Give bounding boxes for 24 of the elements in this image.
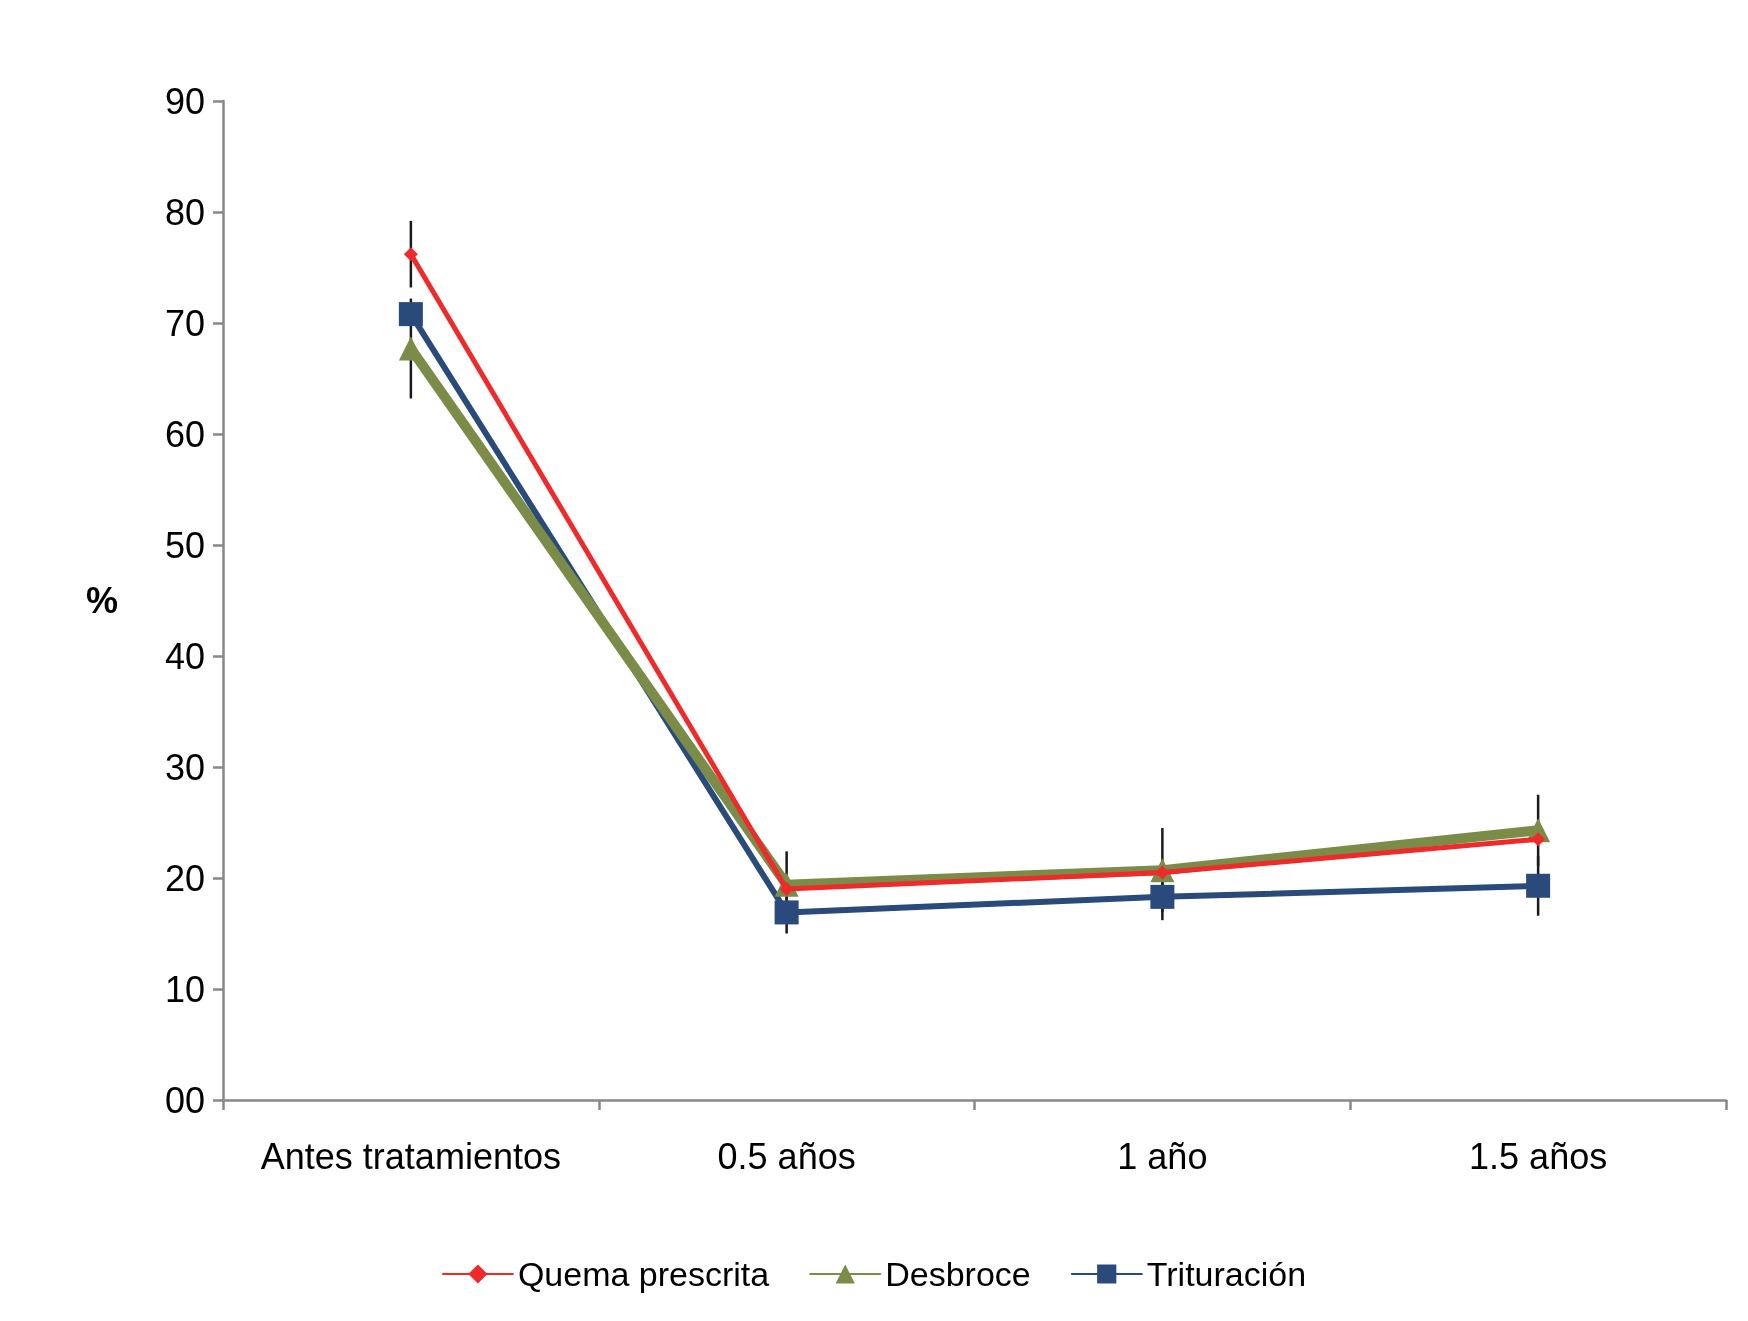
y-tick-label: 00 — [164, 1079, 205, 1121]
x-tick-label: 0.5 años — [717, 1135, 856, 1177]
point — [1531, 832, 1546, 847]
y-tick-label: 90 — [164, 80, 205, 122]
y-tick-label: 70 — [164, 302, 205, 344]
legend-label: Trituración — [1146, 1255, 1307, 1293]
point — [774, 900, 799, 925]
y-tick-label: 60 — [164, 413, 205, 455]
y-tick-label: 40 — [164, 635, 205, 677]
legend-label: Desbroce — [885, 1255, 1031, 1293]
x-tick-label: Antes tratamientos — [260, 1135, 561, 1177]
y-tick-label: 20 — [164, 857, 205, 899]
point — [398, 302, 423, 327]
point — [403, 247, 418, 262]
point — [1150, 884, 1175, 909]
y-axis-title: % — [85, 580, 118, 621]
x-tick-label: 1.5 años — [1469, 1135, 1608, 1177]
y-tick-label: 50 — [164, 524, 205, 566]
y-tick-label: 80 — [164, 191, 205, 233]
y-tick-label: 30 — [164, 746, 205, 788]
legend-label: Quema prescrita — [517, 1255, 770, 1293]
x-tick-label: 1 año — [1117, 1135, 1208, 1177]
point — [1526, 873, 1551, 898]
y-tick-label: 10 — [164, 968, 205, 1010]
